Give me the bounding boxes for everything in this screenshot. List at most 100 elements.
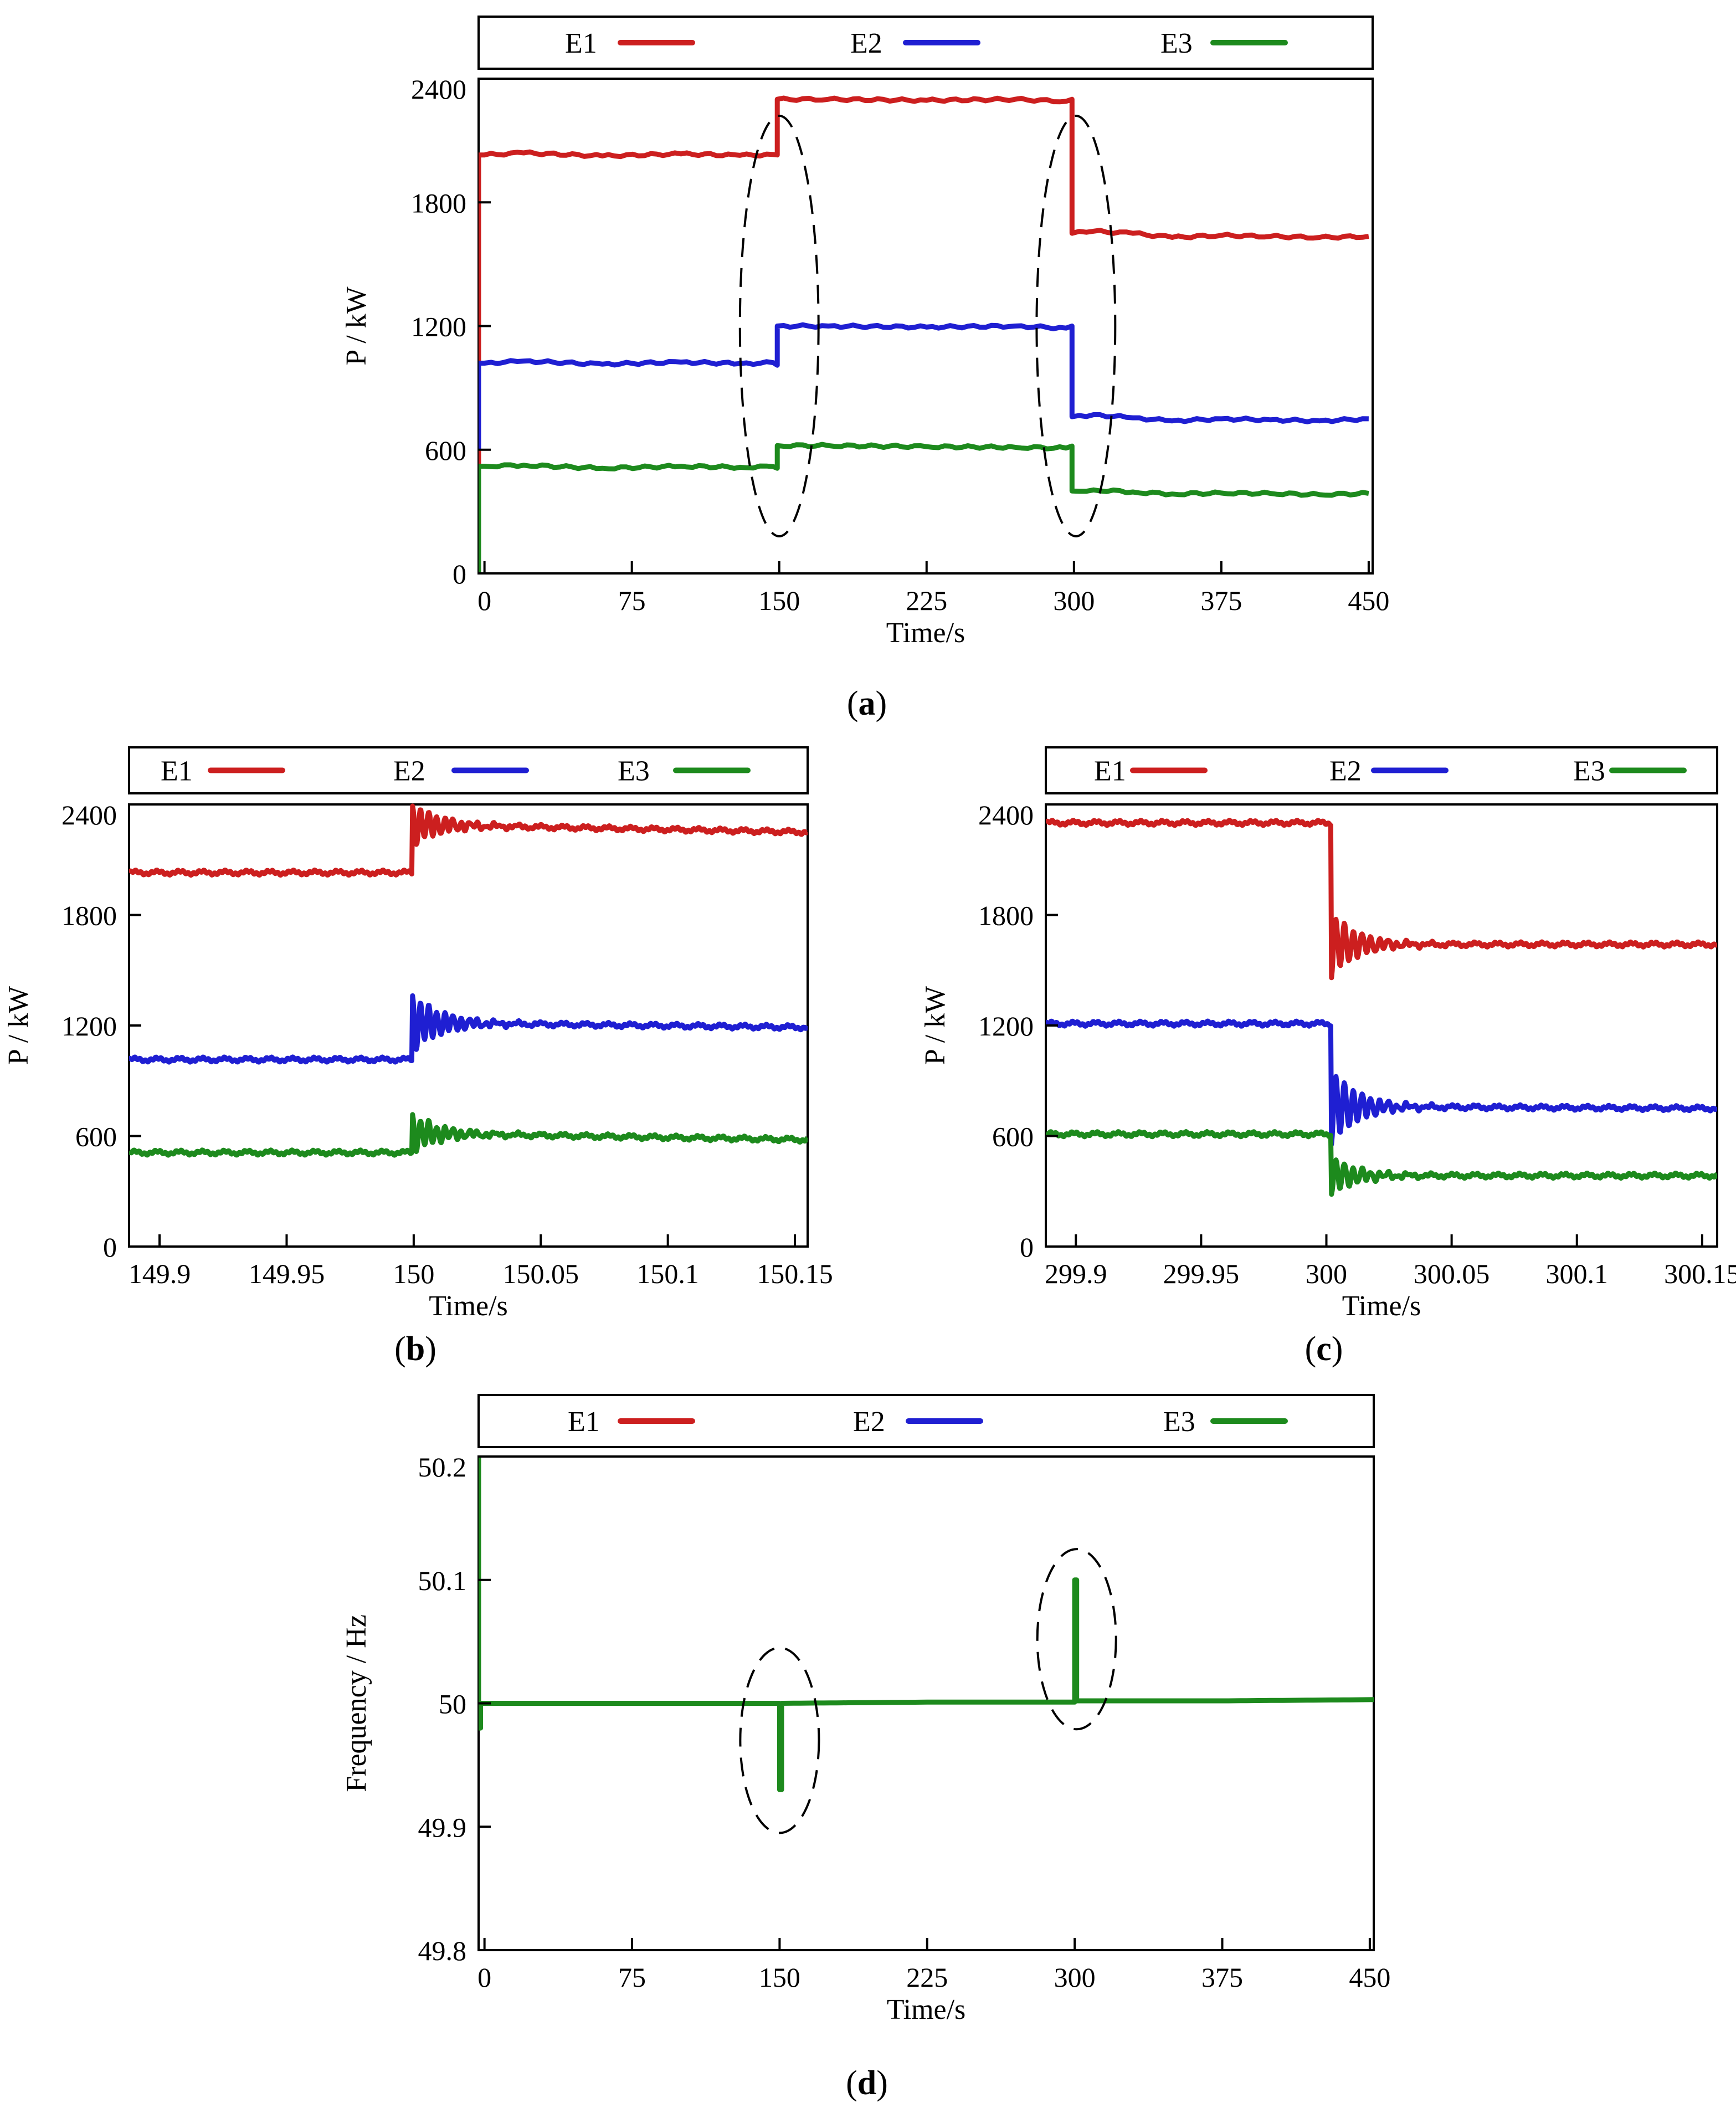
series-line-e2	[129, 993, 808, 1065]
series-group	[479, 1457, 1374, 1792]
x-tick-label: 75	[618, 1962, 646, 1993]
y-tick-label: 600	[425, 435, 466, 466]
legend-label-e3: E3	[1160, 28, 1193, 59]
legend-label-e1: E1	[161, 756, 193, 787]
x-tick-label: 299.95	[1163, 1258, 1240, 1289]
series-line-e2	[479, 322, 1369, 450]
y-tick-label: 49.8	[418, 1935, 467, 1966]
x-tick-label: 150	[759, 1962, 800, 1993]
y-tick-label: 1200	[411, 311, 466, 342]
caption-paren-open: (	[847, 685, 859, 722]
x-axis-label: Time/s	[429, 1290, 508, 1322]
y-tick-label: 600	[992, 1121, 1034, 1152]
caption-paren-close: )	[1332, 1330, 1343, 1368]
x-tick-label: 0	[477, 1962, 491, 1993]
y-tick-label: 2400	[411, 74, 466, 105]
legend-label-e2: E2	[853, 1406, 885, 1438]
series-line-e3	[1046, 1129, 1717, 1197]
caption-paren-open: (	[1305, 1330, 1317, 1368]
x-tick-label: 149.95	[249, 1258, 325, 1289]
y-axis-label: P / kW	[920, 986, 951, 1065]
panel-a: E1 E2 E3 0 75 150 225 300 375 450 0 600 1200 1800 2400…	[341, 16, 1389, 722]
panel-b: E1 E2 E3 149.9 149.95 150 150.05 150.1 150.15 0 60…	[3, 746, 833, 1368]
legend-label-e2: E2	[850, 28, 882, 59]
y-tick-label: 2400	[978, 799, 1034, 830]
annotation-ellipse	[1036, 1548, 1117, 1731]
legend-label-e1: E1	[565, 28, 597, 59]
y-axis-label: P / kW	[3, 986, 34, 1065]
legend-label-e2: E2	[1329, 756, 1362, 787]
y-tick-label: 600	[75, 1121, 117, 1152]
y-tick-label: 50.1	[418, 1565, 467, 1596]
x-axis-label: Time/s	[1342, 1290, 1421, 1322]
caption-paren-close: )	[425, 1330, 436, 1368]
annotation-ellipse	[1035, 114, 1117, 538]
x-tick-label: 225	[906, 585, 947, 616]
series-group	[479, 95, 1369, 573]
y-tick-label: 1200	[978, 1011, 1034, 1042]
x-tick-label: 299.9	[1045, 1258, 1107, 1289]
panel-c: E1 E2 E3 299.9 299.95 300 300.05 300.1 300.15 0 60…	[920, 746, 1736, 1368]
caption-paren-close: )	[876, 685, 887, 722]
x-tick-label: 150.1	[636, 1258, 699, 1289]
caption-letter: b	[406, 1330, 425, 1368]
x-tick-label: 300	[1053, 585, 1095, 616]
x-tick-label: 300.1	[1545, 1258, 1608, 1289]
legend-label-e1: E1	[568, 1406, 600, 1438]
x-tick-label: 150.05	[503, 1258, 579, 1289]
legend-label-e3: E3	[1573, 756, 1605, 787]
legend-label-e3: E3	[618, 756, 650, 787]
series-line-e3	[129, 1112, 808, 1158]
y-tick-label: 1800	[61, 900, 117, 931]
series-line-e1	[479, 95, 1369, 573]
series-line-e3	[479, 1457, 1374, 1792]
y-tick-label: 1200	[61, 1011, 117, 1042]
caption-letter: d	[857, 2064, 876, 2102]
legend-label-e1: E1	[1094, 756, 1126, 787]
x-tick-label: 150.15	[757, 1258, 833, 1289]
x-tick-label: 150	[758, 585, 800, 616]
panel-caption: (a)	[847, 685, 887, 722]
x-tick-label: 225	[906, 1962, 948, 1993]
x-tick-label: 300	[1306, 1258, 1347, 1289]
legend-label-e3: E3	[1163, 1406, 1195, 1438]
x-axis-label: Time/s	[887, 1994, 966, 2025]
x-tick-label: 450	[1349, 1962, 1390, 1993]
panel-caption: (b)	[394, 1330, 436, 1368]
x-axis-label: Time/s	[886, 617, 965, 649]
y-axis-label: Frequency / Hz	[341, 1614, 372, 1792]
x-tick-label: 450	[1348, 585, 1389, 616]
panel-caption: (c)	[1305, 1330, 1343, 1368]
y-tick-label: 50	[439, 1689, 466, 1720]
y-tick-label: 49.9	[418, 1812, 467, 1843]
panel-caption: (d)	[846, 2064, 888, 2102]
x-tick-label: 0	[477, 585, 491, 616]
x-tick-label: 300	[1054, 1962, 1096, 1993]
x-tick-label: 149.9	[129, 1258, 191, 1289]
y-tick-label: 0	[1020, 1232, 1034, 1263]
x-tick-label: 375	[1201, 1962, 1243, 1993]
annotation-ellipse	[739, 1647, 820, 1834]
x-tick-label: 150	[393, 1258, 434, 1289]
series-group	[1046, 818, 1717, 1197]
x-tick-label: 300.15	[1664, 1258, 1736, 1289]
panel-d: E1 E2 E3 0 75 150 225 300 375 450 49.8 49.9 50 50.1 50…	[341, 1394, 1390, 2102]
caption-letter: c	[1316, 1330, 1332, 1368]
y-axis-label: P / kW	[341, 286, 372, 366]
annotation-ellipse	[738, 114, 820, 538]
series-group	[129, 803, 808, 1158]
y-tick-label: 1800	[978, 900, 1034, 931]
y-tick-label: 1800	[411, 187, 466, 218]
legend-label-e2: E2	[393, 756, 425, 787]
caption-paren-close: )	[876, 2064, 888, 2102]
y-tick-label: 50.2	[418, 1452, 467, 1483]
caption-letter: a	[859, 685, 876, 722]
x-tick-label: 375	[1200, 585, 1242, 616]
series-line-e1	[129, 803, 808, 878]
y-tick-label: 0	[103, 1232, 117, 1263]
x-tick-label: 300.05	[1414, 1258, 1490, 1289]
series-line-e1	[1046, 818, 1717, 981]
y-tick-label: 0	[453, 558, 466, 589]
series-line-e3	[479, 442, 1369, 573]
